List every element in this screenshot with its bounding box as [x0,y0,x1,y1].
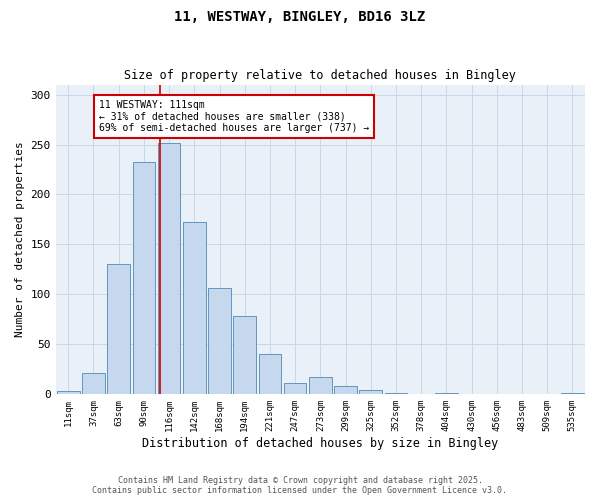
Bar [284,384,307,394]
Bar [208,288,231,395]
Bar [359,390,382,394]
Bar [259,354,281,395]
Bar [82,374,105,394]
Bar [309,378,332,394]
Bar [107,264,130,394]
Bar [57,392,80,394]
Text: Contains HM Land Registry data © Crown copyright and database right 2025.
Contai: Contains HM Land Registry data © Crown c… [92,476,508,495]
Bar [233,316,256,394]
Bar [183,222,206,394]
Bar [158,142,181,394]
Title: Size of property relative to detached houses in Bingley: Size of property relative to detached ho… [124,69,516,82]
Bar [334,386,357,394]
Text: 11 WESTWAY: 111sqm
← 31% of detached houses are smaller (338)
69% of semi-detach: 11 WESTWAY: 111sqm ← 31% of detached hou… [98,100,369,132]
Text: 11, WESTWAY, BINGLEY, BD16 3LZ: 11, WESTWAY, BINGLEY, BD16 3LZ [175,10,425,24]
X-axis label: Distribution of detached houses by size in Bingley: Distribution of detached houses by size … [142,437,499,450]
Bar [133,162,155,394]
Y-axis label: Number of detached properties: Number of detached properties [15,142,25,338]
